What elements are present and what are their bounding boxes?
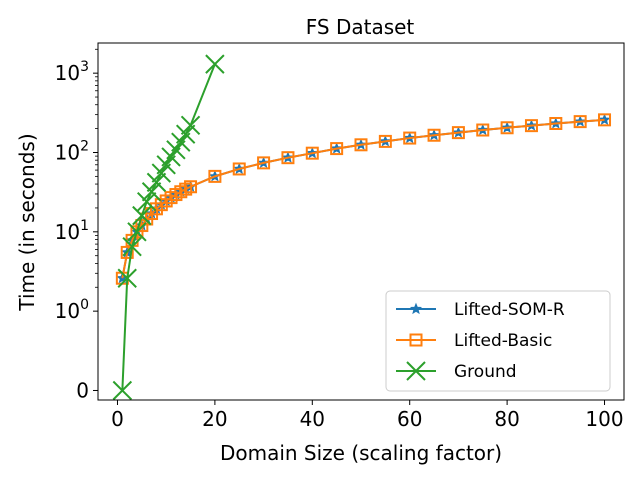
lifted-basic-point xyxy=(354,138,368,152)
lifted-basic-point xyxy=(232,162,246,176)
legend-lifted-som-r-point xyxy=(409,302,423,315)
legend-label: Ground xyxy=(454,362,517,382)
series-ground xyxy=(112,54,225,401)
lifted-basic-point xyxy=(476,123,490,137)
ground-point xyxy=(127,222,147,242)
x-tick-label: 20 xyxy=(202,407,227,431)
lifted-basic-point xyxy=(281,151,295,165)
ground-point xyxy=(146,172,167,193)
lifted-basic-point xyxy=(330,142,344,156)
lifted-basic-point xyxy=(451,126,465,140)
plot-frame xyxy=(97,42,625,401)
lifted-som-r-point xyxy=(598,113,611,125)
legend-item-ground: Ground xyxy=(396,361,517,382)
lifted-basic-point xyxy=(524,119,538,133)
y-tick-label: 103 xyxy=(55,59,89,85)
legend-item-lifted-som-r: Lifted-SOM-R xyxy=(396,300,565,320)
y-tick-label: 100 xyxy=(55,297,89,323)
legend-label: Lifted-Basic xyxy=(454,331,552,351)
series-layer xyxy=(112,54,612,401)
lifted-basic-point xyxy=(427,128,441,142)
ground-point xyxy=(175,124,196,144)
y-tick-label: 101 xyxy=(55,218,89,244)
ground-point xyxy=(180,115,201,136)
ground-point xyxy=(112,380,133,401)
x-axis-label: Domain Size (scaling factor) xyxy=(220,441,502,465)
ground-point xyxy=(141,182,162,202)
ground-point xyxy=(136,191,157,212)
y-axis-label: Time (in seconds) xyxy=(15,133,39,311)
lifted-basic-point xyxy=(184,180,198,194)
x-tick-label: 0 xyxy=(111,407,124,431)
ground-point xyxy=(205,54,225,74)
ground-point xyxy=(117,268,137,288)
lifted-basic-point xyxy=(573,115,587,129)
lifted-basic-point xyxy=(208,169,222,183)
legend-ground-point xyxy=(406,361,426,381)
y-tick-label: 102 xyxy=(55,138,89,164)
lifted-basic-point xyxy=(598,113,612,127)
lifted-basic-point xyxy=(500,121,514,135)
lifted-basic-point xyxy=(257,156,271,170)
legend-box xyxy=(385,290,611,392)
legend-lifted-basic-point xyxy=(409,333,423,347)
legend-label: Lifted-SOM-R xyxy=(454,300,565,320)
lifted-basic-point xyxy=(403,131,417,145)
legend-item-lifted-basic: Lifted-Basic xyxy=(396,331,552,351)
y-tick-label: 0 xyxy=(76,378,89,402)
lifted-basic-point xyxy=(549,116,563,130)
x-tick-label: 60 xyxy=(397,407,422,431)
lifted-basic-point xyxy=(378,134,392,148)
x-tick-label: 80 xyxy=(494,407,519,431)
lifted-basic-point xyxy=(305,146,319,160)
ground-line xyxy=(121,63,216,391)
legend: Lifted-SOM-R Lifted-Basic Ground xyxy=(385,290,611,392)
lifted-basic-point xyxy=(120,245,134,259)
x-tick-label: 100 xyxy=(585,407,623,431)
ground-point xyxy=(122,236,142,257)
chart-title: FS Dataset xyxy=(306,15,415,39)
x-tick-label: 40 xyxy=(300,407,325,431)
ground-point xyxy=(132,205,152,226)
